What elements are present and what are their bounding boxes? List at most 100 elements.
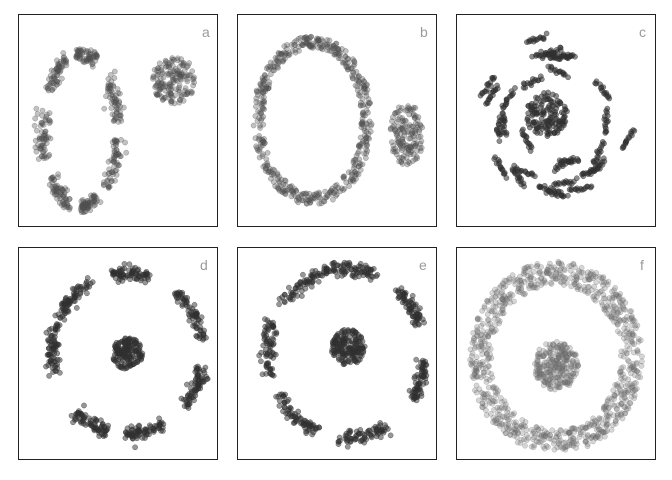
scatter-point bbox=[617, 411, 624, 417]
scatter-point bbox=[535, 277, 542, 284]
scatter-point bbox=[550, 368, 557, 375]
scatter-point bbox=[473, 389, 480, 396]
scatter-point bbox=[482, 331, 489, 338]
scatter-point bbox=[118, 346, 124, 352]
scatter-point bbox=[482, 365, 489, 371]
scatter-point bbox=[505, 423, 512, 429]
scatter-point bbox=[502, 283, 509, 289]
scatter-panel-b: b bbox=[237, 14, 437, 227]
scatter-point bbox=[501, 405, 508, 412]
scatter-point bbox=[59, 75, 65, 82]
scatter-point bbox=[501, 293, 507, 299]
scatter-point bbox=[484, 298, 490, 304]
scatter-point bbox=[614, 309, 621, 316]
scatter-point bbox=[261, 106, 268, 113]
scatter-point bbox=[485, 355, 492, 362]
scatter-point bbox=[402, 107, 409, 114]
scatter-point bbox=[111, 116, 118, 123]
scatter-point bbox=[387, 432, 394, 439]
scatter-point bbox=[481, 395, 488, 402]
scatter-point bbox=[632, 386, 639, 393]
scatter-point bbox=[634, 322, 641, 329]
scatter-point bbox=[496, 138, 503, 144]
scatter-point bbox=[288, 405, 294, 412]
scatter-point bbox=[533, 424, 540, 430]
scatter-point bbox=[567, 433, 574, 440]
scatter-point bbox=[250, 122, 257, 129]
scatter-point bbox=[557, 443, 564, 450]
scatter-point bbox=[613, 312, 620, 319]
scatter-point bbox=[546, 385, 553, 392]
scatter-point bbox=[139, 350, 146, 357]
scatter-point bbox=[502, 401, 509, 408]
scatter-point bbox=[253, 103, 259, 110]
scatter-point bbox=[551, 50, 558, 56]
scatter-point bbox=[476, 386, 483, 393]
scatter-point bbox=[580, 269, 587, 276]
scatter-point bbox=[610, 422, 616, 428]
scatter-point bbox=[633, 325, 639, 332]
scatter-point bbox=[592, 434, 599, 441]
scatter-point bbox=[124, 356, 131, 363]
scatter-point bbox=[112, 153, 119, 160]
scatter-point bbox=[361, 85, 368, 92]
scatter-point bbox=[537, 73, 544, 80]
scatter-point bbox=[562, 351, 569, 357]
scatter-point bbox=[188, 390, 195, 397]
scatter-point bbox=[568, 374, 575, 380]
scatter-point bbox=[602, 295, 609, 302]
scatter-point bbox=[553, 351, 559, 358]
scatter-point bbox=[543, 269, 550, 276]
scatter-point bbox=[487, 320, 494, 327]
scatter-point bbox=[503, 295, 509, 302]
scatter-point bbox=[286, 284, 292, 291]
scatter-point bbox=[606, 413, 613, 420]
scatter-point bbox=[420, 359, 427, 366]
scatter-point bbox=[107, 71, 114, 78]
scatter-point bbox=[503, 424, 510, 431]
scatter-point bbox=[568, 364, 575, 371]
scatter-point bbox=[480, 361, 486, 368]
scatter-point bbox=[518, 277, 525, 284]
scatter-point bbox=[586, 423, 593, 430]
scatter-point bbox=[190, 82, 197, 89]
scatter-point bbox=[538, 275, 545, 282]
scatter-point bbox=[499, 421, 506, 428]
scatter-point bbox=[602, 428, 609, 435]
scatter-point bbox=[565, 74, 571, 81]
scatter-panel-c: c bbox=[456, 14, 656, 227]
scatter-point bbox=[550, 346, 557, 353]
scatter-plot-a: a bbox=[18, 14, 218, 227]
scatter-point bbox=[590, 438, 596, 445]
scatter-point bbox=[544, 266, 551, 273]
scatter-point bbox=[544, 362, 550, 369]
scatter-point bbox=[364, 124, 371, 131]
scatter-plot-c: c bbox=[456, 14, 656, 227]
scatter-point bbox=[54, 356, 61, 363]
scatter-point bbox=[114, 86, 121, 92]
scatter-point bbox=[496, 284, 503, 291]
scatter-point bbox=[494, 288, 501, 295]
scatter-point bbox=[545, 104, 552, 111]
scatter-point bbox=[518, 436, 525, 443]
scatter-point bbox=[476, 361, 483, 368]
scatter-point bbox=[374, 428, 380, 435]
scatter-point bbox=[263, 156, 270, 163]
scatter-point bbox=[360, 112, 367, 119]
scatter-point bbox=[276, 50, 282, 57]
scatter-point bbox=[474, 324, 480, 330]
scatter-point bbox=[538, 115, 545, 122]
scatter-point bbox=[349, 72, 355, 79]
scatter-point bbox=[619, 297, 626, 304]
scatter-point bbox=[203, 334, 209, 341]
scatter-point bbox=[540, 362, 547, 368]
scatter-point bbox=[507, 431, 513, 438]
scatter-point bbox=[472, 365, 479, 372]
scatter-point bbox=[562, 347, 569, 354]
scatter-point bbox=[508, 88, 515, 95]
scatter-point bbox=[618, 376, 624, 382]
scatter-point bbox=[583, 424, 589, 431]
scatter-point bbox=[335, 55, 342, 62]
scatter-point bbox=[305, 41, 311, 48]
scatter-point bbox=[42, 132, 49, 139]
